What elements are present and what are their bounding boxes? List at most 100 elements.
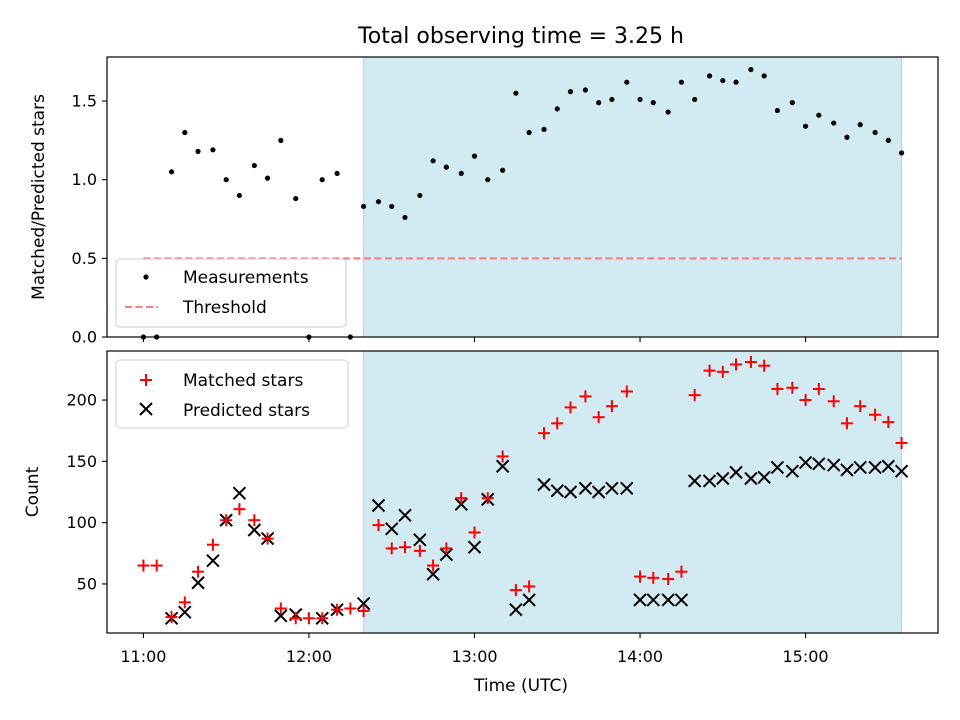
predicted-star-point <box>853 460 867 475</box>
top-panel: 0.0 0.5 1.0 1.5 Matched/Predicted stars Mea… <box>29 56 939 347</box>
predicted-star-point <box>881 459 896 473</box>
measurements-legend-label: Measurements <box>183 268 309 288</box>
predicted-star-point <box>770 460 785 475</box>
bottom-legend: Matched stars Predicted stars <box>115 359 349 429</box>
matched-star-point <box>413 544 426 557</box>
top-y-axis-label: Matched/Predicted stars <box>29 94 49 300</box>
matched-star-point <box>248 514 261 527</box>
measurement-point <box>692 96 698 103</box>
threshold-legend-label: Threshold <box>182 298 267 318</box>
predicted-star-point <box>578 481 593 496</box>
matched-star-point <box>220 514 233 527</box>
matched-star-point <box>178 596 191 609</box>
predicted-star-point <box>563 485 578 499</box>
matched-star-point <box>398 541 411 554</box>
bottom-panel: 50 100 150 200 11:00 12:00 13:00 14:00 15:00 Co… <box>23 350 939 696</box>
predicted-star-point <box>798 455 813 470</box>
measurement-point <box>471 153 478 159</box>
measurement-point <box>264 175 271 181</box>
predicted-stars-legend-marker <box>139 402 153 416</box>
top-shaded-span <box>363 56 903 338</box>
chart-title: Total observing time = 3.25 h <box>357 24 684 49</box>
matched-star-point <box>854 400 867 413</box>
matched-star-point <box>882 416 895 429</box>
predicted-star-point <box>398 508 412 523</box>
matched-star-point <box>647 571 660 584</box>
measurement-point <box>417 192 423 199</box>
matched-star-point <box>372 519 385 532</box>
measurement-point <box>278 137 284 143</box>
measurement-point <box>720 77 726 84</box>
matched-star-point <box>233 503 246 516</box>
measurement-point <box>706 73 713 79</box>
matched-star-point <box>509 584 522 597</box>
predicted-star-point <box>674 593 689 607</box>
predicted-star-point <box>356 596 371 611</box>
predicted-star-point <box>413 533 427 547</box>
x-axis-label: Time (UTC) <box>473 676 568 696</box>
top-y-tick-label: 0.0 <box>72 328 97 347</box>
measurement-point <box>885 137 891 143</box>
measurement-point <box>678 79 685 85</box>
measurement-point <box>375 199 382 205</box>
bottom-y-tick-label: 200 <box>66 391 97 410</box>
matched-star-point <box>771 383 784 396</box>
top-legend: Measurements Threshold <box>115 258 347 328</box>
predicted-star-point <box>812 457 826 471</box>
matched-star-point <box>744 356 757 369</box>
x-tick-label: 14:00 <box>617 647 663 666</box>
measurement-point <box>665 109 671 115</box>
matched-star-point <box>869 408 882 421</box>
top-y-ticks: 0.0 0.5 1.0 1.5 <box>72 92 107 347</box>
matched-star-point <box>551 417 564 430</box>
matched-star-point <box>192 565 205 578</box>
measurement-point <box>609 96 615 103</box>
predicted-star-point <box>495 459 510 473</box>
matched-star-point <box>523 580 536 593</box>
count-points <box>137 356 909 625</box>
measurement-point <box>554 106 560 112</box>
matched-star-point <box>440 542 453 555</box>
matched-star-point <box>730 358 743 371</box>
measurement-point <box>831 120 837 126</box>
x-tick-label: 11:00 <box>120 647 166 666</box>
matched-star-point <box>261 532 274 545</box>
predicted-star-point <box>178 605 192 619</box>
matched-star-point <box>675 565 688 578</box>
predicted-star-point <box>729 465 743 480</box>
bottom-x-ticks: 11:00 12:00 13:00 14:00 15:00 <box>120 633 829 666</box>
matched-star-point <box>344 602 357 615</box>
predicted-star-point <box>274 609 288 623</box>
matched-star-point <box>827 395 840 408</box>
matched-star-point <box>703 364 716 377</box>
predicted-star-point <box>426 567 440 581</box>
predicted-star-point <box>687 474 702 488</box>
measurement-point <box>857 122 863 128</box>
matched-star-point <box>716 365 729 378</box>
measurement-point <box>733 79 739 85</box>
matched-star-point <box>605 400 618 413</box>
ratio-points <box>140 66 905 340</box>
matched-star-point <box>385 542 398 555</box>
predicted-star-point <box>454 497 468 511</box>
matched-star-point <box>357 604 370 617</box>
predicted-star-point <box>646 593 660 607</box>
measurement-point <box>168 169 175 175</box>
matched-star-point <box>302 612 315 625</box>
predicted-star-point <box>206 553 220 568</box>
measurement-point <box>430 158 436 164</box>
measurement-point <box>789 100 795 106</box>
predicted-star-point <box>757 470 771 484</box>
bottom-shaded-span <box>363 350 903 634</box>
matched-star-point <box>468 526 481 539</box>
bottom-legend-box <box>115 359 349 429</box>
matched-star-point <box>206 538 219 551</box>
measurement-point <box>624 79 630 85</box>
predicted-star-point <box>894 464 909 478</box>
measurement-point <box>844 134 850 140</box>
matched-star-point <box>137 559 150 572</box>
x-tick-label: 13:00 <box>451 647 497 666</box>
predicted-star-point <box>191 576 205 590</box>
bottom-y-ticks: 50 100 150 200 <box>66 391 107 593</box>
